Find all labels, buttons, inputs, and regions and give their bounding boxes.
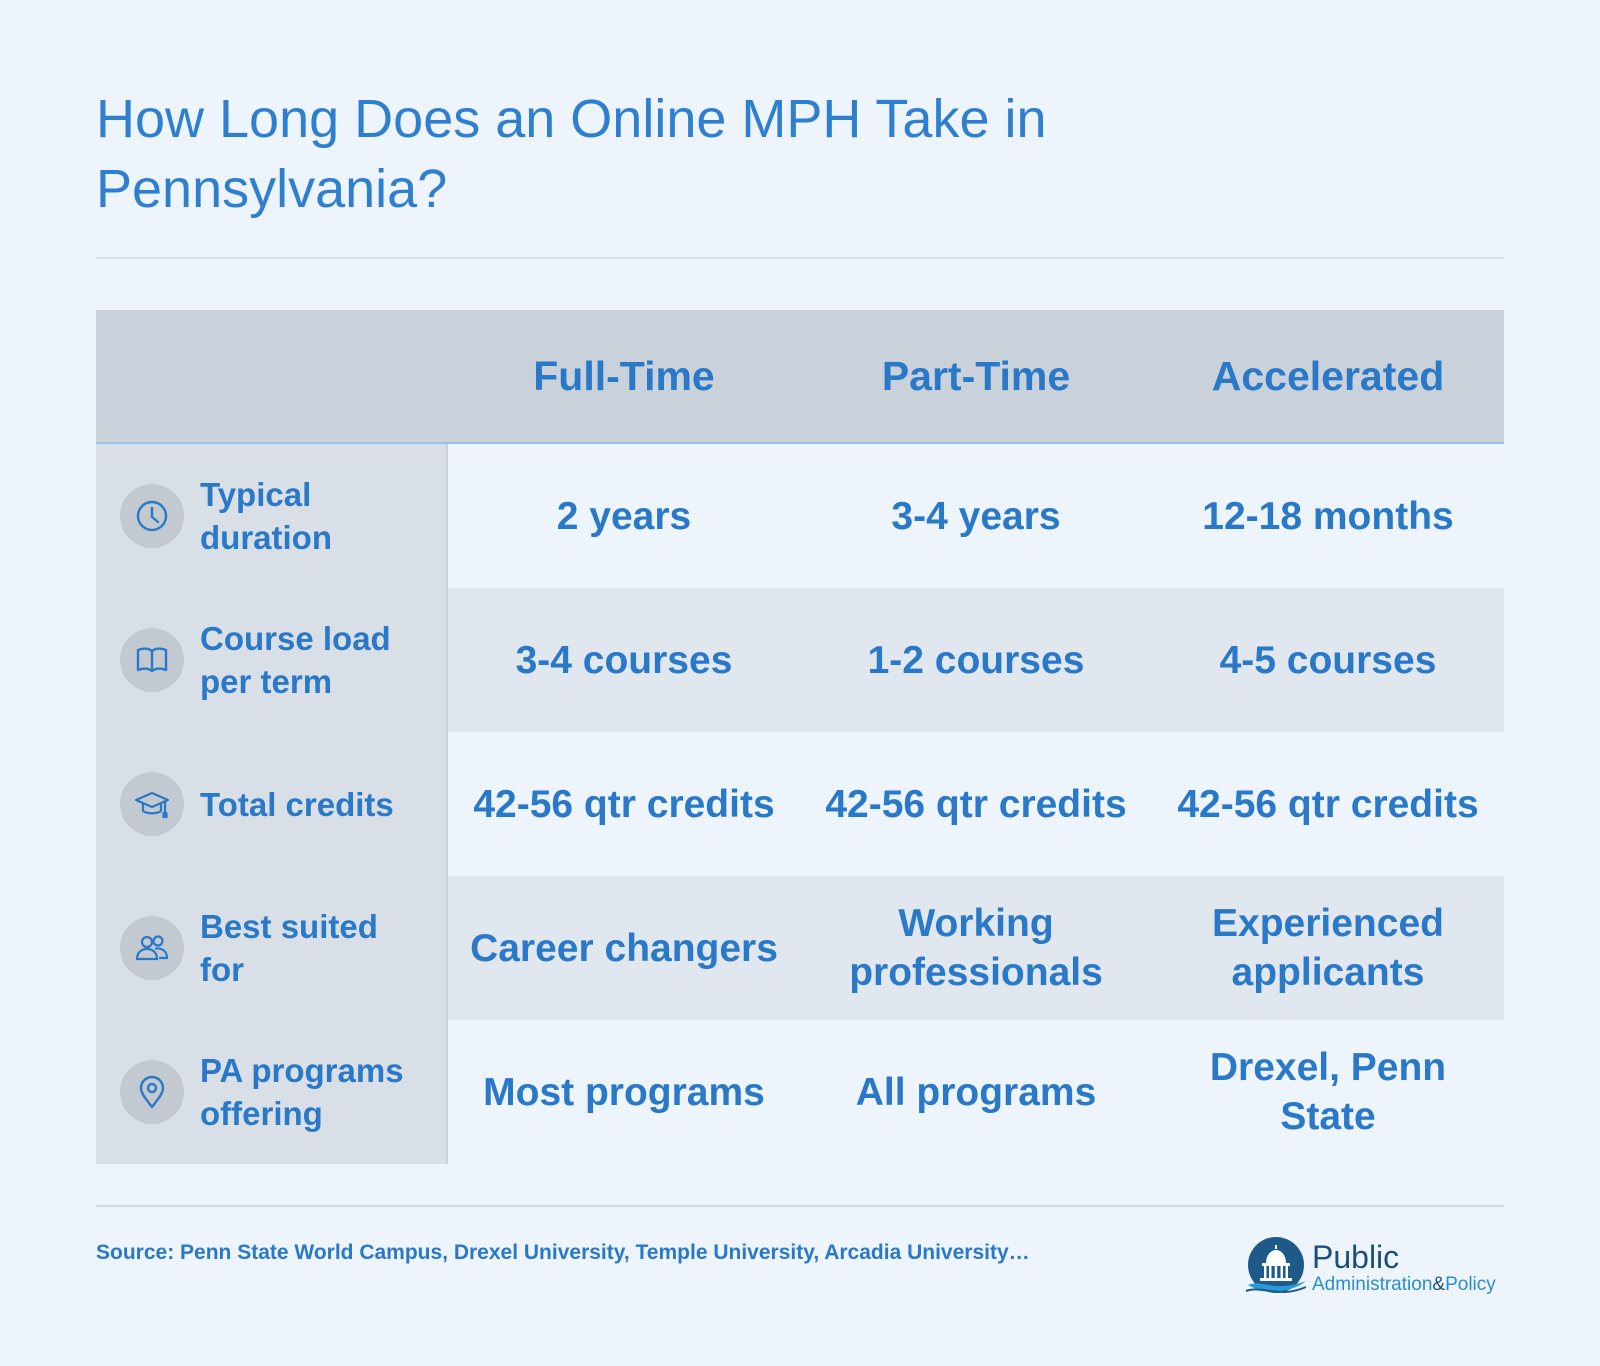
row-label-typical-duration: Typical duration: [96, 444, 448, 588]
table-cell: All programs: [855, 1070, 1097, 1114]
table-cell: 2 years: [556, 494, 692, 538]
table-header-corner: [96, 310, 448, 442]
table-cell: Drexel, Penn State: [1209, 1046, 1447, 1138]
table-row: Typical duration 2 years 3-4 years 12-18…: [96, 444, 1504, 588]
table-row: PA programs offering Most programs All p…: [96, 1020, 1504, 1164]
location-pin-icon: [120, 1060, 184, 1124]
book-icon: [120, 628, 184, 692]
row-label-text: Best suited for: [200, 908, 378, 988]
logo-ampersand: &: [1432, 1273, 1446, 1295]
clock-icon: [120, 484, 184, 548]
row-label-course-load: Course load per term: [96, 588, 448, 732]
column-header-full-time: Full-Time: [533, 352, 715, 399]
row-label-text: Course load per term: [200, 620, 391, 700]
row-label-text: PA programs offering: [200, 1052, 404, 1132]
column-header-part-time: Part-Time: [881, 352, 1071, 399]
table-header: Full-Time Part-Time Accelerated: [96, 310, 1504, 444]
logo-wordmark-public: Public: [1312, 1238, 1400, 1275]
table-cell: 42-56 qtr credits: [1177, 782, 1479, 826]
table-row: Best suited for Career changers Working …: [96, 876, 1504, 1020]
table-cell: Working professionals: [849, 902, 1103, 994]
row-label-text: Total credits: [200, 785, 394, 823]
brand-logo: Public Administration&Policy: [1244, 1234, 1504, 1300]
table-cell: Experienced applicants: [1212, 902, 1444, 994]
logo-wordmark-subtitle: Administration&Policy: [1312, 1275, 1496, 1294]
table-cell: 1-2 courses: [867, 638, 1085, 682]
row-label-text: Typical duration: [200, 476, 332, 556]
table-cell: 3-4 years: [891, 494, 1061, 538]
top-divider: [96, 257, 1504, 259]
graduation-cap-icon: [120, 772, 184, 836]
logo-policy: Policy: [1445, 1273, 1496, 1295]
capitol-dome-icon: [1245, 1237, 1307, 1294]
logo-administration: Administration: [1312, 1273, 1433, 1295]
row-label-total-credits: Total credits: [96, 732, 448, 876]
comparison-table: Full-Time Part-Time Accelerated Typical …: [96, 310, 1504, 1164]
bottom-divider: [96, 1205, 1504, 1207]
table-row: Course load per term 3-4 courses 1-2 cou…: [96, 588, 1504, 732]
table-cell: Career changers: [470, 926, 778, 970]
column-header-accelerated: Accelerated: [1211, 352, 1445, 399]
source-note: Source: Penn State World Campus, Drexel …: [96, 1241, 1030, 1264]
table-cell: 42-56 qtr credits: [473, 782, 775, 826]
table-cell: 42-56 qtr credits: [825, 782, 1127, 826]
table-cell: Most programs: [483, 1070, 765, 1114]
page-title: How Long Does an Online MPH Take in Penn…: [96, 89, 1047, 219]
table-row: Total credits 42-56 qtr credits 42-56 qt…: [96, 732, 1504, 876]
table-cell: 3-4 courses: [515, 638, 733, 682]
table-cell: 12-18 months: [1202, 494, 1454, 538]
row-label-pa-programs: PA programs offering: [96, 1020, 448, 1164]
people-icon: [120, 916, 184, 980]
row-label-best-suited: Best suited for: [96, 876, 448, 1020]
table-cell: 4-5 courses: [1219, 638, 1437, 682]
